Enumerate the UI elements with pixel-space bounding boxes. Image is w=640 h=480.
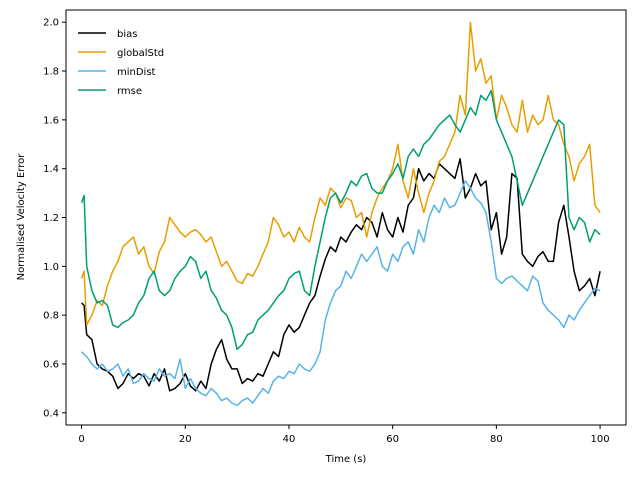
- series-line-minDist: [81, 180, 601, 407]
- y-tick-label: 0.6: [43, 359, 59, 370]
- x-axis: 0 20 40 60 80 100: [78, 425, 610, 445]
- y-axis-label: Normalised Velocity Error: [16, 153, 27, 281]
- series-line-bias: [81, 158, 601, 392]
- series-line-globalStd: [80, 21, 601, 326]
- series-layer: [80, 21, 601, 407]
- legend-label-rmse: rmse: [117, 86, 142, 97]
- y-tick-label: 0.8: [43, 311, 59, 322]
- y-tick-label: 1.8: [43, 67, 59, 78]
- series-line-rmse: [80, 89, 601, 351]
- legend-label-minDist: minDist: [117, 67, 156, 78]
- legend-label-globalStd: globalStd: [117, 48, 164, 59]
- y-tick-label: 1.4: [43, 164, 59, 175]
- x-tick-label: 0: [78, 434, 84, 445]
- x-tick-label: 80: [490, 434, 503, 445]
- legend: bias globalStd minDist rmse: [78, 29, 164, 97]
- y-tick-label: 0.4: [43, 408, 59, 419]
- x-tick-label: 60: [386, 434, 399, 445]
- y-tick-label: 1.2: [43, 213, 59, 224]
- x-tick-label: 100: [591, 434, 610, 445]
- y-tick-label: 2.0: [43, 18, 59, 29]
- x-tick-label: 40: [283, 434, 296, 445]
- x-axis-label: Time (s): [325, 454, 367, 465]
- y-tick-label: 1.0: [43, 262, 59, 273]
- x-tick-label: 20: [179, 434, 192, 445]
- legend-label-bias: bias: [117, 29, 137, 40]
- y-tick-label: 1.6: [43, 115, 59, 126]
- y-axis: 0.4 0.6 0.8 1.0 1.2 1.4 1.6 1.8 2.0: [43, 18, 66, 419]
